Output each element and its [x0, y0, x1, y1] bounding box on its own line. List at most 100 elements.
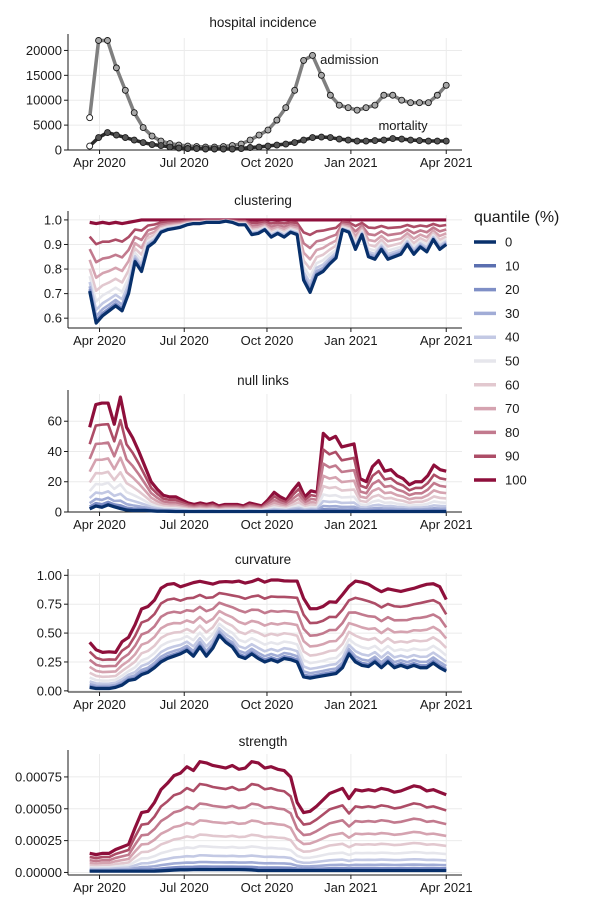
data-point-mortality — [219, 145, 227, 153]
data-point-admission — [246, 136, 254, 144]
x-tick-label: Apr 2021 — [420, 517, 473, 532]
quantile-line-100 — [88, 577, 448, 654]
data-point-mortality — [344, 136, 352, 144]
data-point-admission — [104, 37, 111, 44]
data-point-mortality — [371, 137, 379, 144]
y-tick-label: 0.8 — [44, 262, 62, 277]
data-point-admission — [398, 96, 406, 104]
x-tick-label: Jul 2020 — [160, 880, 209, 895]
quantile-line-70 — [88, 456, 447, 511]
data-point-admission — [130, 109, 138, 117]
x-tick-label: Jan 2021 — [324, 155, 378, 170]
legend-label: 90 — [505, 449, 519, 464]
quantile-line-90 — [88, 418, 447, 509]
panel-title: clustering — [234, 193, 292, 208]
data-point-mortality — [326, 134, 334, 142]
quantile-line-100 — [89, 218, 447, 226]
data-point-mortality — [112, 131, 120, 139]
data-point-admission — [389, 91, 397, 99]
data-point-mortality — [309, 134, 316, 142]
panel-title: curvature — [235, 552, 291, 567]
data-point-admission — [335, 101, 343, 109]
panel-clustering: clustering 0.6 0.7 0.8 0.9 1.0 Apr 2020 Jul 202… — [44, 193, 473, 348]
plot-area — [86, 37, 450, 153]
x-tick-label: Jan 2021 — [324, 517, 378, 532]
y-tick-label: 20000 — [26, 43, 62, 58]
legend-title: quantile (%) — [474, 209, 559, 226]
data-point-mortality — [433, 137, 441, 145]
data-point-mortality — [335, 135, 343, 143]
quantile-line-30 — [89, 630, 447, 688]
data-point-admission — [300, 56, 308, 64]
x-tick-label: Oct 2020 — [241, 697, 294, 712]
data-point-admission — [264, 126, 272, 134]
quantile-line-0 — [89, 633, 447, 691]
y-tick-label: 0.00 — [37, 683, 62, 698]
quantile-line-80 — [88, 219, 447, 264]
x-tick-label: Apr 2020 — [73, 697, 126, 712]
y-tick-label: 0.75 — [37, 597, 62, 612]
data-point-admission — [309, 51, 316, 59]
plot-area — [88, 218, 448, 325]
legend-label: 80 — [505, 425, 519, 440]
quantile-line-100 — [88, 395, 447, 508]
data-point-admission — [95, 37, 103, 44]
annotation-mortality: mortality — [378, 118, 428, 133]
panel-title: strength — [239, 734, 288, 749]
data-point-mortality — [255, 143, 263, 151]
data-point-admission — [121, 86, 129, 94]
quantile-line-80 — [88, 601, 448, 668]
data-point-admission — [282, 104, 290, 112]
y-tick-label: 0.7 — [44, 286, 62, 301]
legend-label: 20 — [505, 282, 519, 297]
data-point-mortality — [282, 140, 290, 148]
quantile-line-90 — [88, 591, 448, 662]
y-tick-label: 20 — [48, 474, 62, 489]
data-point-mortality — [264, 142, 272, 150]
panel-curvature: curvature 0.00 0.25 0.50 0.75 1.00 Apr 2020 Jul… — [37, 552, 473, 712]
data-point-admission — [317, 71, 325, 79]
panel-strength: strength 0.00000 0.00025 0.00050 0.00075 Apr … — [15, 734, 473, 895]
data-point-mortality — [416, 137, 423, 144]
legend-label: 100 — [505, 473, 527, 488]
data-point-mortality — [273, 141, 281, 149]
data-point-mortality — [291, 139, 299, 146]
data-point-admission — [362, 104, 370, 112]
legend-label: 60 — [505, 377, 519, 392]
data-point-admission — [344, 104, 352, 112]
quantile-line-0 — [89, 868, 447, 873]
y-tick-label: 5000 — [33, 118, 62, 133]
y-tick-label: 1.0 — [44, 212, 62, 227]
x-tick-label: Apr 2021 — [420, 697, 473, 712]
panel-null-links: null links 0 20 40 60 Apr 2020 Jul 2020 Oct 202… — [48, 373, 473, 532]
quantile-line-60 — [89, 833, 447, 868]
x-tick-label: Oct 2020 — [241, 333, 294, 348]
legend: quantile (%) 0 10 20 30 40 50 60 70 80 90 100 — [474, 209, 559, 488]
legend-label: 0 — [505, 235, 512, 250]
data-point-mortality — [407, 136, 415, 144]
panels: hospital incidence 0 5000 10000 15000 20000 Ap… — [15, 15, 473, 895]
x-tick-label: Apr 2020 — [73, 155, 126, 170]
y-tick-label: 0.50 — [37, 626, 62, 641]
data-point-mortality — [121, 134, 129, 142]
quantile-line-80 — [89, 802, 447, 863]
y-tick-label: 0.25 — [37, 654, 62, 669]
quantile-line-90 — [89, 782, 447, 860]
x-tick-label: Jan 2021 — [324, 880, 378, 895]
y-tick-label: 0.00075 — [15, 769, 62, 784]
y-tick-label: 0.00050 — [15, 801, 62, 816]
data-point-admission — [291, 86, 299, 94]
data-point-admission — [112, 64, 120, 72]
data-point-admission — [273, 116, 281, 124]
data-point-mortality — [86, 142, 94, 150]
quantile-line-90 — [88, 218, 447, 246]
quantile-line-20 — [89, 865, 447, 872]
data-point-admission — [148, 132, 156, 140]
y-tick-label: 60 — [48, 414, 62, 429]
data-point-mortality — [175, 144, 183, 152]
data-point-mortality — [104, 129, 111, 137]
x-tick-label: Apr 2020 — [73, 333, 126, 348]
data-point-mortality — [95, 134, 103, 142]
data-point-mortality — [380, 136, 388, 144]
panel-title: null links — [237, 373, 289, 388]
